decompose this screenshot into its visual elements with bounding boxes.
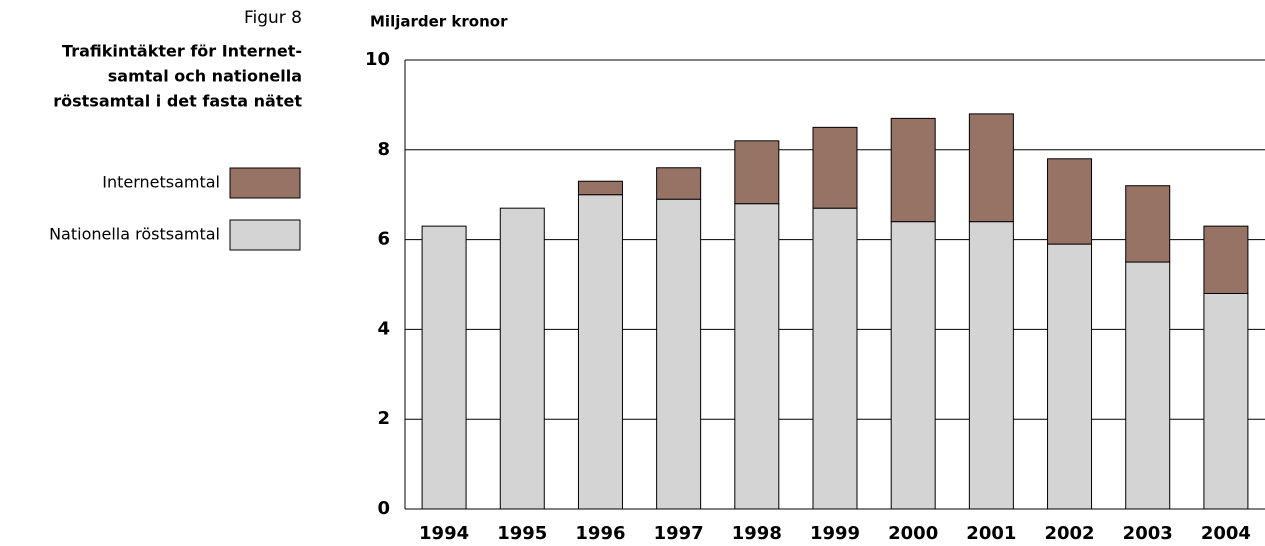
bar-segment xyxy=(1047,243,1093,510)
bar-segment xyxy=(968,113,1014,223)
legend-swatch xyxy=(229,167,301,199)
legend-swatch xyxy=(229,219,301,251)
chart-title: Trafikintäkter för Internet- xyxy=(62,42,302,61)
figure-label: Figur 8 xyxy=(244,8,302,28)
y-tick-label: 0 xyxy=(377,498,390,519)
bar-segment xyxy=(656,198,702,510)
bar-segment xyxy=(577,180,623,196)
y-tick-label: 2 xyxy=(377,408,390,429)
bar-segment xyxy=(968,221,1014,510)
y-tick-label: 4 xyxy=(377,318,390,339)
chart-title: röstsamtal i det fasta nätet xyxy=(53,92,302,111)
bar-segment xyxy=(890,221,936,510)
bar-segment xyxy=(812,126,858,209)
bar-segment xyxy=(1125,185,1171,263)
y-tick-label: 6 xyxy=(377,229,390,250)
bar-segment xyxy=(734,140,780,205)
bar-segment xyxy=(1125,261,1171,510)
x-tick-label: 2004 xyxy=(1201,523,1251,544)
y-tick-label: 8 xyxy=(377,139,390,160)
x-tick-label: 2001 xyxy=(966,523,1016,544)
bar-segment xyxy=(1203,292,1249,510)
x-tick-label: 2002 xyxy=(1044,523,1094,544)
y-axis-label: Miljarder kronor xyxy=(370,13,508,31)
bar-segment xyxy=(1203,225,1249,294)
bar-segment xyxy=(577,194,623,510)
bar-segment xyxy=(1047,158,1093,245)
bar-segment xyxy=(890,117,936,223)
bar-segment xyxy=(421,225,467,510)
bar-segment xyxy=(812,207,858,510)
x-tick-label: 1997 xyxy=(654,523,704,544)
x-tick-label: 1998 xyxy=(732,523,782,544)
x-tick-label: 1996 xyxy=(575,523,625,544)
legend-label: Internetsamtal xyxy=(102,173,220,192)
x-tick-label: 2003 xyxy=(1123,523,1173,544)
bar-segment xyxy=(734,203,780,510)
y-tick-label: 10 xyxy=(365,49,390,70)
x-tick-label: 1994 xyxy=(419,523,469,544)
x-tick-label: 2000 xyxy=(888,523,938,544)
bar-segment xyxy=(499,207,545,510)
chart-title: samtal och nationella xyxy=(108,67,302,86)
x-tick-label: 1995 xyxy=(497,523,547,544)
legend-label: Nationella röstsamtal xyxy=(49,225,220,244)
bar-segment xyxy=(656,167,702,200)
x-tick-label: 1999 xyxy=(810,523,860,544)
